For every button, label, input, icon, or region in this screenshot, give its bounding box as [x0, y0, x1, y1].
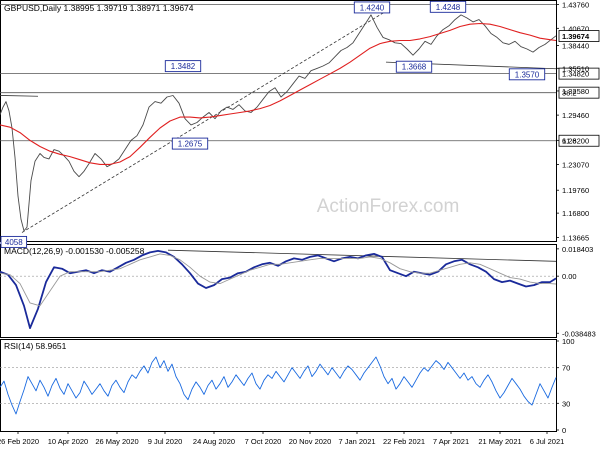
- current-price-label: 1.39674: [562, 32, 590, 41]
- annotation-box-2: [164, 60, 202, 73]
- macd-tick-label-0: 0.018403: [562, 245, 593, 254]
- level-price-box-1: [558, 67, 600, 80]
- level-price-label-2: 38.2: [562, 89, 577, 98]
- price-panel: [0, 0, 557, 242]
- rsi-series-rsi: [0, 356, 557, 415]
- rsi-tick-label-2: 30: [562, 399, 570, 408]
- annotation-box-6: [0, 235, 28, 248]
- annotation-label-0: 1.4240: [360, 3, 385, 12]
- trendline-1: [0, 95, 39, 97]
- rsi-panel: [0, 339, 557, 432]
- macd-tick-label-2: -0.038483: [562, 329, 596, 338]
- price-tick-label-0: 1.43760: [562, 0, 589, 9]
- annotation-box-5: [508, 68, 546, 81]
- x-tick-label-1: 10 Apr 2020: [48, 437, 88, 446]
- price-tick-label-10: 1.13665: [562, 233, 589, 242]
- rsi-tick-label-0: 100: [562, 337, 575, 346]
- price-tick-label-2: 1.38440: [562, 42, 589, 51]
- price-tick-label-9: 1.16800: [562, 209, 589, 218]
- x-tick-label-2: 26 May 2020: [95, 437, 138, 446]
- macd-label: MACD(12,26,9) -0.001530 -0.005258: [4, 246, 145, 256]
- macd-series-signal: [0, 253, 557, 307]
- x-tick-label-8: 22 Feb 2021: [383, 437, 425, 446]
- level-price-label-3: 61.8: [562, 137, 577, 146]
- rsi-label: RSI(14) 58.9651: [4, 341, 67, 351]
- macd-series-macd: [0, 249, 557, 330]
- annotation-label-3: 1.2675: [178, 140, 203, 149]
- annotation-label-1: 1.4248: [436, 3, 461, 12]
- trendline-0: [21, 11, 386, 233]
- annotation-label-5: 1.3570: [515, 70, 540, 79]
- annotation-box-0: [353, 1, 391, 14]
- price-tick-label-3: 1.35510: [562, 64, 589, 73]
- x-tick-label-5: 7 Oct 2020: [245, 437, 282, 446]
- watermark: ActionForex.com: [317, 196, 460, 217]
- x-tick-label-11: 6 Jul 2021: [530, 437, 565, 446]
- series-close: [0, 14, 557, 232]
- rsi-tick-label-3: 0: [562, 426, 566, 435]
- macd-trendline-0: [167, 249, 557, 262]
- rsi-tick-label-1: 70: [562, 364, 570, 373]
- chart-title: GBPUSD,Daily 1.38995 1.39719 1.38971 1.3…: [4, 3, 194, 13]
- annotation-label-4: 1.3668: [402, 63, 427, 72]
- x-tick-label-7: 7 Jan 2021: [338, 437, 375, 446]
- macd-tick-label-1: 0.00: [562, 272, 577, 281]
- price-tick-label-6: 1.26200: [562, 136, 589, 145]
- x-tick-label-10: 21 May 2021: [478, 437, 521, 446]
- price-tick-label-4: 1.32580: [562, 87, 589, 96]
- price-tick-label-8: 1.19760: [562, 186, 589, 195]
- macd-panel: [0, 244, 557, 338]
- annotation-box-1: [429, 0, 467, 13]
- annotation-box-4: [395, 60, 433, 73]
- x-tick-label-9: 7 Apr 2021: [433, 437, 469, 446]
- x-tick-label-6: 20 Nov 2020: [289, 437, 332, 446]
- price-tick-label-1: 1.40670: [562, 24, 589, 33]
- price-tick-label-5: 1.29460: [562, 111, 589, 120]
- price-tick-label-7: 1.23070: [562, 161, 589, 170]
- x-tick-label-0: 26 Feb 2020: [0, 437, 39, 446]
- level-price-label-1: 1.34820: [562, 70, 589, 79]
- annotation-box-3: [171, 137, 209, 150]
- x-tick-label-3: 9 Jul 2020: [148, 437, 183, 446]
- series-ema: [0, 22, 557, 165]
- x-tick-label-4: 24 Aug 2020: [193, 437, 235, 446]
- current-price-box: [558, 30, 600, 42]
- annotation-label-6: 4058: [5, 238, 23, 247]
- level-price-box-2: [558, 86, 600, 99]
- annotation-label-2: 1.3482: [171, 62, 196, 71]
